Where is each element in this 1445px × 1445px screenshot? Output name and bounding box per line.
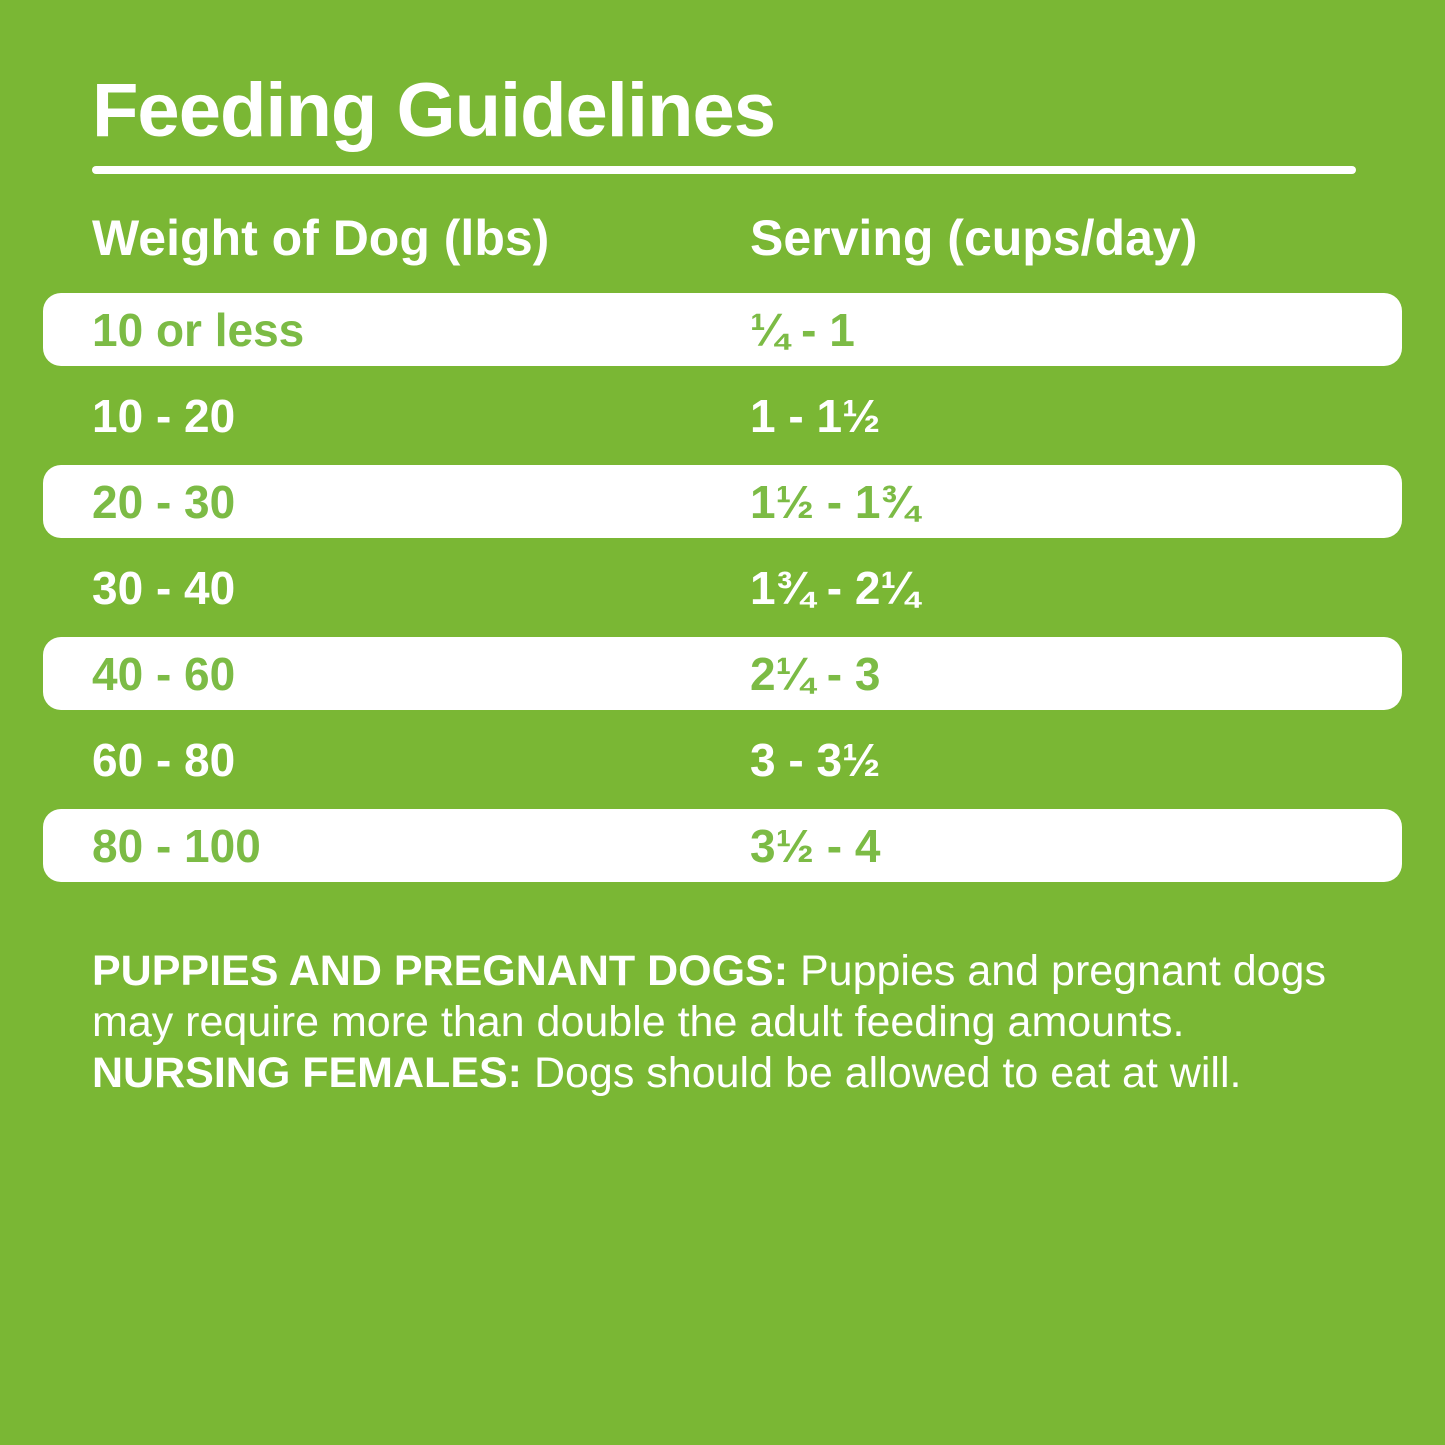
serving-cell: 1 - 1½ <box>750 389 881 442</box>
footnote: PUPPIES AND PREGNANT DOGS: Puppies and p… <box>92 946 1364 1099</box>
serving-cell: 2¼ - 3 <box>750 647 881 700</box>
feeding-table: 10 or less ¼ - 1 10 - 20 1 - 1½ 20 - 30 … <box>43 293 1402 882</box>
footnote-text: Puppies and pregnant dogs may require mo… <box>92 947 1326 1046</box>
column-header-weight: Weight of Dog (lbs) <box>92 210 550 266</box>
serving-cell: 3½ - 4 <box>750 819 881 872</box>
weight-cell: 60 - 80 <box>92 733 236 786</box>
weight-cell: 40 - 60 <box>92 647 236 700</box>
title-divider <box>92 166 1356 174</box>
weight-cell: 30 - 40 <box>92 561 236 614</box>
serving-cell: 3 - 3½ <box>750 733 881 786</box>
column-header-serving: Serving (cups/day) <box>750 210 1198 266</box>
weight-cell: 20 - 30 <box>92 475 236 528</box>
page-title: Feeding Guidelines <box>92 68 776 153</box>
weight-cell: 10 - 20 <box>92 389 236 442</box>
footnote-text: Dogs should be allowed to eat at will. <box>533 1049 1242 1097</box>
table-header: Weight of Dog (lbs) Serving (cups/day) <box>92 210 1445 266</box>
serving-cell: 1½ - 1¾ <box>750 475 919 528</box>
table-row: 10 - 20 1 - 1½ <box>43 366 1402 465</box>
table-row: 40 - 60 2¼ - 3 <box>43 637 1402 710</box>
table-row: 20 - 30 1½ - 1¾ <box>43 465 1402 538</box>
table-row: 80 - 100 3½ - 4 <box>43 809 1402 882</box>
weight-cell: 10 or less <box>92 303 305 356</box>
table-row: 30 - 40 1¾ - 2¼ <box>43 538 1402 637</box>
table-row: 60 - 80 3 - 3½ <box>43 710 1402 809</box>
serving-cell: ¼ - 1 <box>750 303 855 356</box>
serving-cell: 1¾ - 2¼ <box>750 561 919 614</box>
footnote-bold-puppies: PUPPIES AND PREGNANT DOGS: <box>92 947 800 995</box>
weight-cell: 80 - 100 <box>92 819 261 872</box>
footnote-bold-nursing: NURSING FEMALES: <box>92 1049 534 1097</box>
table-row: 10 or less ¼ - 1 <box>43 293 1402 366</box>
